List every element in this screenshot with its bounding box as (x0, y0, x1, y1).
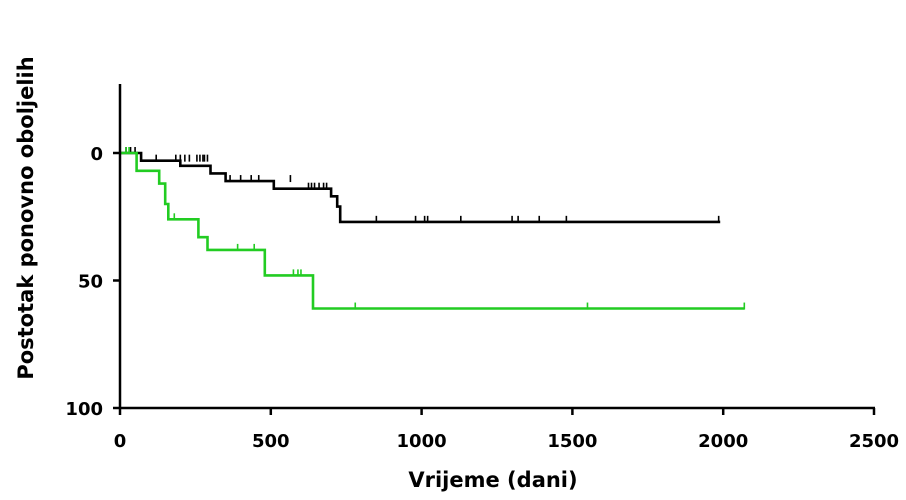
x-axis-title: Vrijeme (dani) (408, 468, 577, 492)
tick-marks: 0 500 1000 1500 2000 2500 0 50 100 (65, 144, 899, 452)
y-tick-label: 100 (65, 399, 103, 420)
x-tick-label: 0 (114, 431, 127, 452)
y-tick-label: 50 (78, 272, 103, 293)
x-tick-label: 1000 (397, 431, 447, 452)
plot-area (120, 147, 746, 310)
x-tick-label: 500 (252, 431, 290, 452)
series-line-2 (120, 151, 745, 310)
x-tick-label: 2500 (849, 431, 899, 452)
series-line-1 (120, 151, 721, 224)
y-tick-label: 0 (90, 144, 103, 165)
y-axis-title: Postotak ponovno oboljelih (14, 56, 38, 379)
x-tick-label: 1500 (547, 431, 597, 452)
x-tick-label: 2000 (698, 431, 748, 452)
axes (118, 84, 875, 410)
